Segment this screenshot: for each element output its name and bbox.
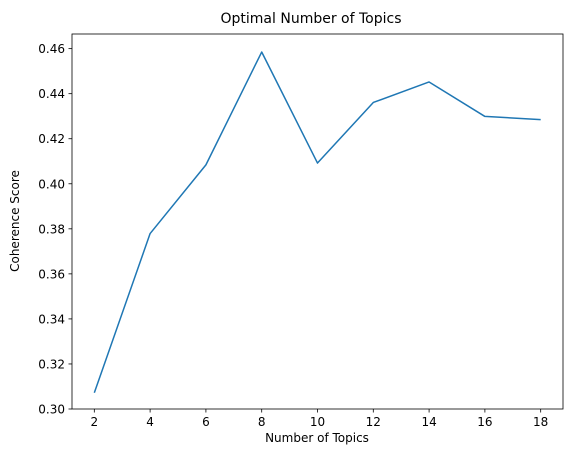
y-tick-label: 0.42 xyxy=(38,132,65,146)
chart-title: Optimal Number of Topics xyxy=(221,11,402,27)
x-tick-label: 18 xyxy=(533,415,548,429)
x-tick-label: 14 xyxy=(421,415,436,429)
x-tick-label: 10 xyxy=(310,415,325,429)
series-line xyxy=(94,52,540,393)
plot-frame xyxy=(72,34,563,409)
y-tick-label: 0.44 xyxy=(38,87,65,101)
y-tick-label: 0.34 xyxy=(38,312,65,326)
y-tick-label: 0.30 xyxy=(38,403,65,417)
x-tick-label: 16 xyxy=(477,415,492,429)
series-layer xyxy=(94,52,540,393)
y-tick-label: 0.36 xyxy=(38,267,65,281)
x-axis-label: Number of Topics xyxy=(265,431,369,445)
y-tick-label: 0.40 xyxy=(38,177,65,191)
x-tick-label: 2 xyxy=(90,415,98,429)
y-axis: 0.30 0.32 0.34 0.36 0.38 0.40 0.42 0.44 0.46 xyxy=(38,42,72,416)
x-tick-label: 4 xyxy=(146,415,154,429)
x-tick-label: 6 xyxy=(202,415,210,429)
y-tick-label: 0.32 xyxy=(38,357,65,371)
y-axis-label: Coherence Score xyxy=(8,170,22,272)
x-tick-label: 8 xyxy=(258,415,266,429)
y-tick-label: 0.38 xyxy=(38,222,65,236)
y-tick-label: 0.46 xyxy=(38,42,65,56)
x-tick-label: 12 xyxy=(366,415,381,429)
x-axis: 2 4 6 8 10 12 14 16 18 xyxy=(90,409,548,429)
